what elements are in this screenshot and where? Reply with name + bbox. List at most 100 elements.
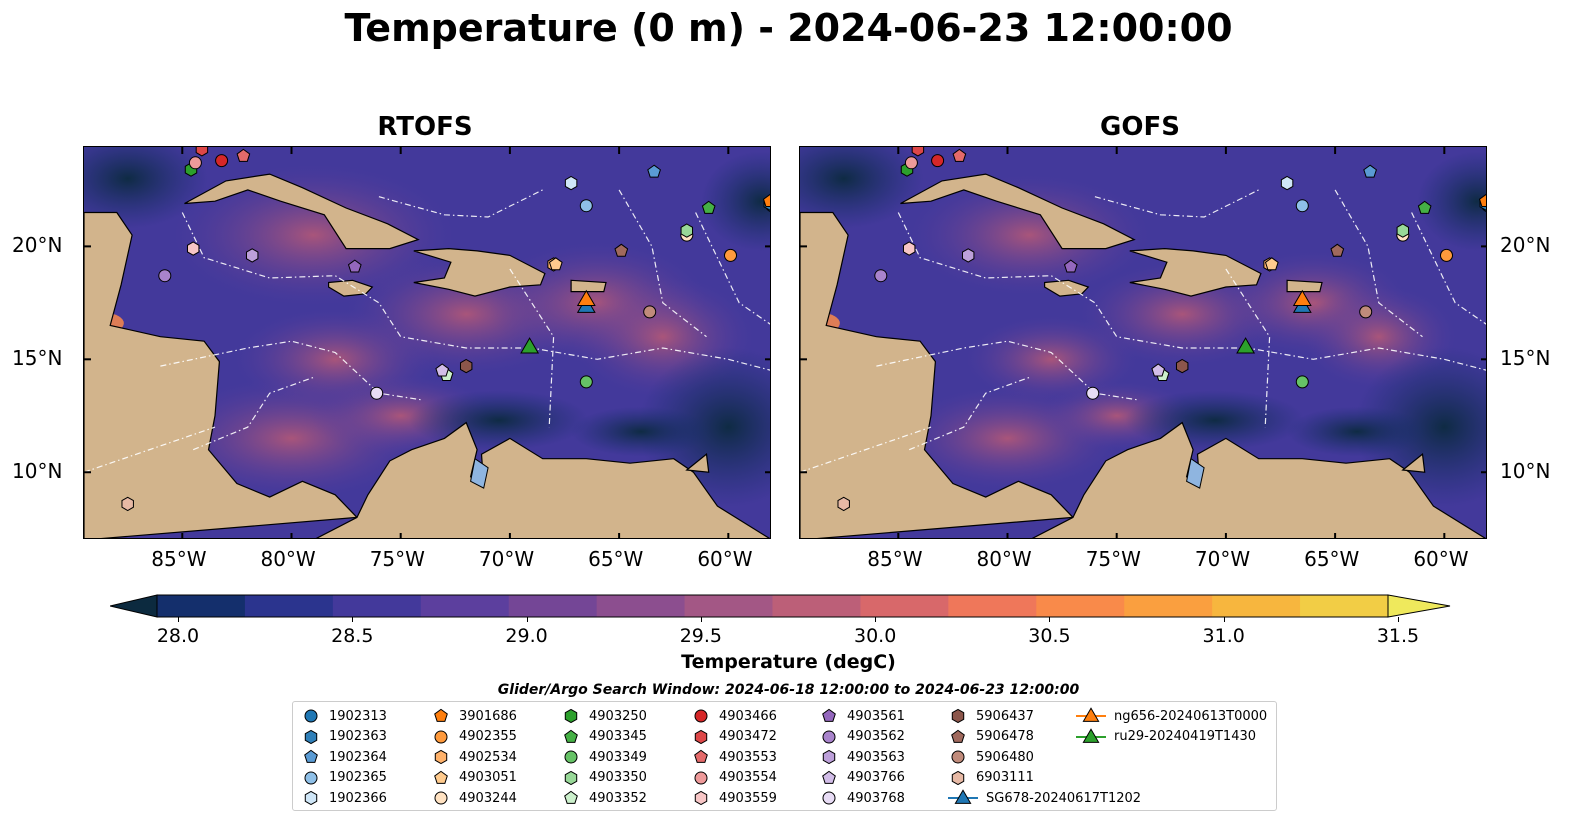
x-tick-label: 85°W: [867, 547, 923, 571]
legend-label: 4903768: [847, 790, 905, 806]
marker-4903768: [1086, 386, 1100, 400]
legend-marker-icon: [304, 729, 318, 744]
legend-marker-icon: [822, 791, 836, 805]
marker-ru29-20240419T1430: [520, 337, 540, 354]
colorbar-tick-label: 28.0: [156, 625, 200, 647]
legend-marker-icon: [951, 729, 965, 743]
legend-marker-icon: [564, 729, 578, 743]
legend-label: 1902366: [329, 790, 387, 806]
marker-1902365: [579, 199, 593, 213]
colorbar-tick: [352, 617, 354, 622]
marker-4903553: [236, 148, 251, 162]
y-tick-label-right: 20°N: [1500, 233, 1551, 258]
colorbar-tick: [1223, 617, 1225, 622]
legend-marker-icon: [951, 770, 965, 785]
marker-4903768: [370, 386, 384, 400]
legend-item: 1902364: [301, 747, 387, 767]
marker-4903562: [874, 269, 888, 283]
legend-label: 4903244: [459, 790, 517, 806]
legend-marker-icon: [1076, 727, 1106, 743]
legend-item: 4903472: [691, 727, 777, 747]
marker-4903466: [215, 154, 229, 168]
legend-marker-icon: [951, 750, 965, 764]
legend-item: ru29-20240419T1430: [1076, 727, 1256, 747]
legend-label: 4903559: [719, 790, 777, 806]
legend-label: 6903111: [976, 770, 1034, 785]
legend-marker-icon: [822, 708, 836, 722]
x-tick-label: 85°W: [151, 547, 207, 571]
legend-marker-icon: [434, 708, 448, 722]
marker-1902365: [1295, 199, 1309, 213]
y-tick-label-right: 15°N: [1500, 346, 1551, 371]
x-tick-label: 70°W: [478, 547, 535, 571]
legend-label: 4903466: [719, 708, 777, 724]
legend-marker-icon: [304, 771, 318, 784]
x-tick-label: 65°W: [1304, 547, 1360, 571]
marker-4903554: [904, 156, 918, 170]
legend-marker-icon: [434, 749, 448, 765]
search-window-text: Glider/Argo Search Window: 2024-06-18 12…: [497, 682, 1080, 698]
colorbar-tick: [526, 617, 528, 622]
x-tick-label: 65°W: [588, 547, 644, 571]
marker-4903051: [1264, 257, 1279, 271]
marker-ng656-20240613T0000: [576, 289, 596, 307]
x-tick-label: 60°W: [1413, 547, 1469, 571]
marker-5906478: [1330, 243, 1345, 257]
legend-marker-icon: [948, 789, 978, 804]
gofs-map: [799, 146, 1487, 539]
legend-marker-icon: [694, 771, 708, 784]
marker-4903466: [931, 154, 945, 168]
marker-4903051: [548, 257, 563, 271]
legend-marker-icon: [304, 790, 318, 806]
marker-4903766: [435, 363, 450, 377]
colorbar-tick-label: 31.0: [1202, 625, 1245, 647]
legend-marker-icon: [434, 770, 448, 784]
legend-item: 5906437: [948, 706, 1034, 726]
colorbar-tick: [875, 617, 877, 622]
marker-4902355: [724, 248, 737, 262]
legend-label: 3901686: [459, 708, 517, 724]
legend-label: 4903766: [847, 770, 905, 785]
legend-label: 1902364: [329, 749, 387, 765]
marker-4903563: [245, 248, 259, 263]
legend-marker-icon: [564, 708, 578, 724]
legend-item: 4903350: [561, 768, 647, 788]
marker-4902355: [1440, 248, 1453, 262]
marker-ru29-20240419T1430: [1236, 337, 1256, 354]
marker-4903766: [1151, 363, 1166, 377]
marker-4903345: [1417, 200, 1432, 214]
legend-marker-icon: [564, 770, 578, 785]
legend-item: 4903554: [691, 768, 777, 788]
legend-item: 5906480: [948, 747, 1034, 767]
colorbar-tick: [700, 617, 702, 622]
legend-marker-icon: [304, 709, 318, 723]
panel-title-rtofs: RTOFS: [377, 112, 473, 142]
legend-marker-icon: [564, 750, 578, 764]
legend-label: ng656-20240613T0000: [1114, 708, 1268, 724]
colorbar-tick: [178, 617, 179, 622]
marker-4903350: [1396, 223, 1410, 238]
marker-6903111: [121, 496, 134, 512]
legend-item: 1902313: [301, 706, 387, 726]
colorbar-tick-label: 29.0: [505, 625, 548, 647]
marker-5906478: [614, 243, 629, 257]
panel-title-gofs: GOFS: [1100, 112, 1180, 142]
legend-item: 4903051: [431, 768, 517, 788]
legend-marker-icon: [304, 749, 318, 763]
legend-label: 1902313: [329, 708, 387, 724]
marker-4903554: [188, 156, 202, 170]
legend-label: 4903553: [719, 749, 777, 765]
colorbar: [110, 594, 1451, 618]
marker-4903349: [1295, 375, 1309, 389]
legend-item: SG678-20240617T1202: [948, 788, 1141, 808]
legend-item: 4903559: [691, 788, 777, 808]
marker-5906480: [1359, 305, 1373, 319]
legend-marker-icon: [694, 729, 708, 744]
x-tick-label: 80°W: [976, 547, 1032, 571]
marker-4903350: [680, 223, 694, 238]
colorbar-label: Temperature (degC): [681, 651, 896, 673]
colorbar-tick: [1398, 617, 1399, 622]
legend-item: 4903466: [691, 706, 777, 726]
legend: 1902313 1902363 1902364 1902365 1902366 39016…: [292, 701, 1277, 811]
y-tick-label-left: 20°N: [12, 233, 63, 258]
